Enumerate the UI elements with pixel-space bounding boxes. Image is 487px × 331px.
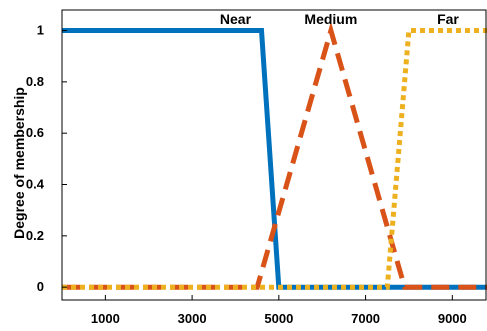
x-tick-label: 3000 — [178, 311, 207, 326]
y-tick-label: 0.2 — [26, 228, 44, 243]
series-layer — [62, 21, 487, 290]
x-tick-label: 1000 — [91, 311, 120, 326]
x-tick-label: 7000 — [351, 311, 380, 326]
series-line-far — [62, 28, 487, 290]
x-tick-label: 5000 — [264, 311, 293, 326]
series-label-near: Near — [220, 11, 252, 27]
ticks-layer: 0 0.2 0.4 0.6 0.8 1 1000 3000 5000 7000 9000 — [26, 23, 467, 326]
y-tick-label: 0.8 — [26, 74, 44, 89]
series-line-near — [62, 28, 487, 290]
y-tick-label: 0.4 — [26, 177, 45, 192]
y-tick-label: 0.6 — [26, 125, 44, 140]
x-tick-label: 9000 — [438, 311, 467, 326]
y-tick-label: 1 — [37, 23, 44, 38]
labels-layer: Near Medium Far — [220, 11, 460, 27]
series-label-far: Far — [437, 11, 459, 27]
series-line-medium — [62, 21, 487, 290]
series-label-medium: Medium — [304, 11, 357, 27]
y-tick-label: 0 — [37, 279, 44, 294]
plot-frame — [61, 9, 487, 301]
y-axis-title: Degree of membership — [11, 87, 27, 239]
